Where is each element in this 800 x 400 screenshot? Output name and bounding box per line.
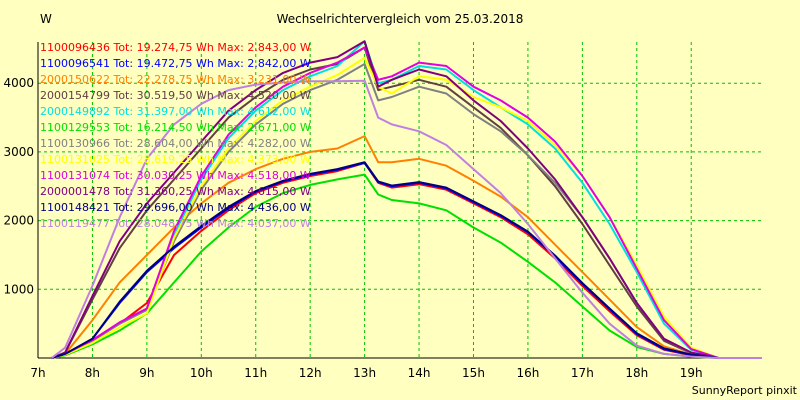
series-line-2000154799: [51, 46, 762, 359]
legend-entry-1100148421: 1100148421 Tot: 29.696,00 Wh Max: 4.436,…: [40, 201, 311, 214]
x-tick-label: 8h: [85, 366, 100, 380]
x-tick-label: 16h: [516, 366, 539, 380]
y-tick-label: 3000: [3, 145, 34, 159]
legend-entry-1100129553: 1100129553 Tot: 16.214,50 Wh Max: 2.671,…: [40, 121, 311, 134]
legend-entry-1100131025: 1100131025 Tot: 28.619,25 Wh Max: 4.373,…: [40, 153, 311, 166]
x-tick-label: 12h: [299, 366, 322, 380]
x-tick-label: 7h: [30, 366, 45, 380]
legend: 1100096436 Tot: 19.274,75 Wh Max: 2.843,…: [40, 41, 311, 230]
legend-entry-2000154799: 2000154799 Tot: 30.519,50 Wh Max: 4.520,…: [40, 89, 311, 102]
axes: [37, 42, 762, 359]
tick-labels: 7h 8h 9h 10h 11h 12h 13h 14h 15h 16h 17h 18h 19h 1000…: [3, 76, 702, 380]
series-line-2000001478: [51, 40, 762, 359]
x-tick-label: 19h: [680, 366, 703, 380]
series-line-1100129553: [51, 173, 762, 359]
grid: [38, 42, 762, 358]
series-line-2000150622: [51, 135, 762, 359]
legend-entry-1100119477: 1100119477 Tot: 28.048,75 Wh Max: 4.037,…: [40, 217, 311, 230]
legend-entry-2000149892: 2000149892 Tot: 31.397,00 Wh Max: 4.612,…: [40, 105, 311, 118]
x-tick-label: 15h: [462, 366, 485, 380]
series-line-1100119477: [50, 79, 762, 359]
legend-entry-1100131074: 1100131074 Tot: 30.030,25 Wh Max: 4.518,…: [40, 169, 311, 182]
x-tick-label: 17h: [571, 366, 594, 380]
chart-title: Wechselrichtervergleich vom 25.03.2018: [277, 12, 524, 26]
x-tick-label: 14h: [408, 366, 431, 380]
legend-entry-2000001478: 2000001478 Tot: 31.360,25 Wh Max: 4.615,…: [40, 185, 311, 198]
y-tick-label: 2000: [3, 214, 34, 228]
series-line-1100131074: [51, 46, 762, 359]
x-tick-label: 10h: [190, 366, 213, 380]
x-tick-label: 18h: [625, 366, 648, 380]
legend-entry-1100096541: 1100096541 Tot: 19.472,75 Wh Max: 2.842,…: [40, 57, 311, 70]
x-tick-label: 9h: [139, 366, 154, 380]
footer-credit: SunnyReport pinxit: [692, 384, 798, 397]
y-tick-label: 4000: [3, 76, 34, 90]
x-tick-label: 11h: [244, 366, 267, 380]
legend-entry-1100130966: 1100130966 Tot: 28.604,00 Wh Max: 4.282,…: [40, 137, 311, 150]
legend-entry-1100096436: 1100096436 Tot: 19.274,75 Wh Max: 2.843,…: [40, 41, 311, 54]
x-tick-label: 13h: [353, 366, 376, 380]
y-tick-label: 1000: [3, 282, 34, 296]
series-lines: [50, 40, 762, 359]
legend-entry-2000150622: 2000150622 Tot: 22.278,75 Wh Max: 3.231,…: [40, 73, 311, 86]
series-line-1100148421: [51, 161, 762, 359]
y-axis-label: W: [40, 12, 52, 26]
